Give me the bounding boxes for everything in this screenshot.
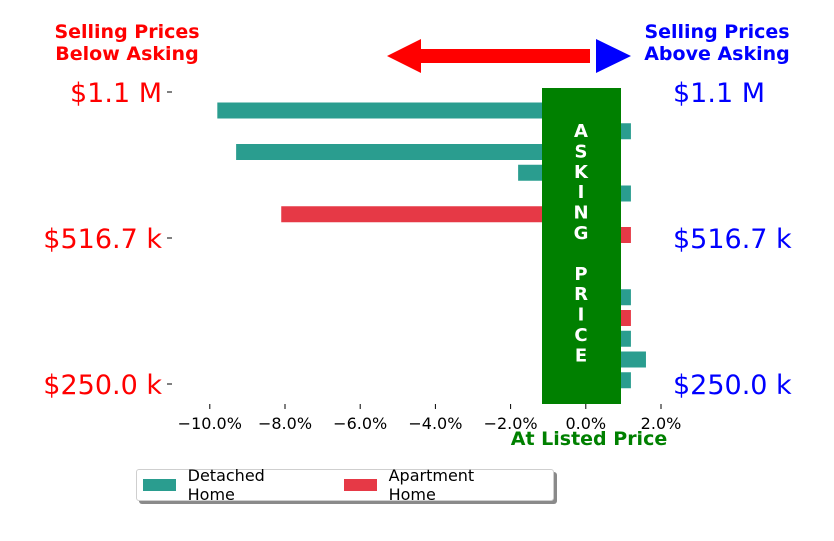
asking-letter: I: [578, 182, 585, 203]
left-arrow-icon: [387, 39, 590, 73]
left-y-label: $250.0 k: [43, 370, 162, 401]
bar-detached-2: [236, 144, 586, 160]
legend: Detached Home Apartment Home: [136, 466, 554, 504]
asking-letter: P: [574, 264, 587, 285]
legend-label-detached: Detached Home: [187, 466, 265, 504]
asking-letter: K: [574, 162, 589, 183]
x-tick-label: 0.0%: [565, 414, 606, 433]
asking-letter: E: [575, 345, 587, 366]
legend-item-apartment: Apartment Home: [343, 466, 521, 504]
legend-swatch-apartment: [343, 479, 377, 491]
left-y-label: $1.1 M: [70, 78, 162, 109]
asking-letter: S: [575, 141, 588, 162]
above-title-line: Above Asking: [644, 43, 790, 65]
asking-letter: A: [574, 121, 588, 142]
right-arrow-icon: [596, 39, 631, 73]
right-y-label: $1.1 M: [673, 78, 765, 109]
x-tick-label: −10.0%: [178, 414, 242, 433]
above-title-line: Selling Prices: [644, 21, 789, 43]
x-tick-label: −2.0%: [484, 414, 538, 433]
x-tick-label: −4.0%: [408, 414, 462, 433]
x-axis-ticks: −10.0% −8.0% −6.0% −4.0% −2.0% 0.0% 2.0%: [178, 404, 682, 433]
x-tick-label: 2.0%: [641, 414, 682, 433]
y-axis-labels: $1.1 M $516.7 k $250.0 k $1.1 M $516.7 k $250…: [43, 78, 792, 401]
asking-letter: I: [578, 305, 585, 326]
legend-swatch-detached: [143, 479, 176, 491]
bar-detached-0: [217, 102, 586, 119]
legend-item-detached: Detached Home: [143, 466, 312, 504]
asking-letter: G: [574, 223, 589, 244]
bar-apartment-5: [281, 206, 586, 223]
x-axis-label: At Listed Price: [511, 428, 667, 450]
x-tick-label: −8.0%: [258, 414, 312, 433]
right-y-label: $250.0 k: [673, 370, 792, 401]
left-y-label: $516.7 k: [43, 224, 162, 255]
asking-letter: N: [573, 203, 588, 224]
below-title-line: Below Asking: [55, 43, 198, 65]
right-y-label: $516.7 k: [673, 224, 792, 255]
x-tick-label: −6.0%: [333, 414, 387, 433]
asking-price-band: [542, 88, 621, 404]
asking-letter: R: [574, 284, 588, 305]
legend-label-apartment: Apartment Home: [388, 466, 475, 504]
asking-letter: C: [574, 325, 587, 346]
below-title-line: Selling Prices: [54, 21, 199, 43]
